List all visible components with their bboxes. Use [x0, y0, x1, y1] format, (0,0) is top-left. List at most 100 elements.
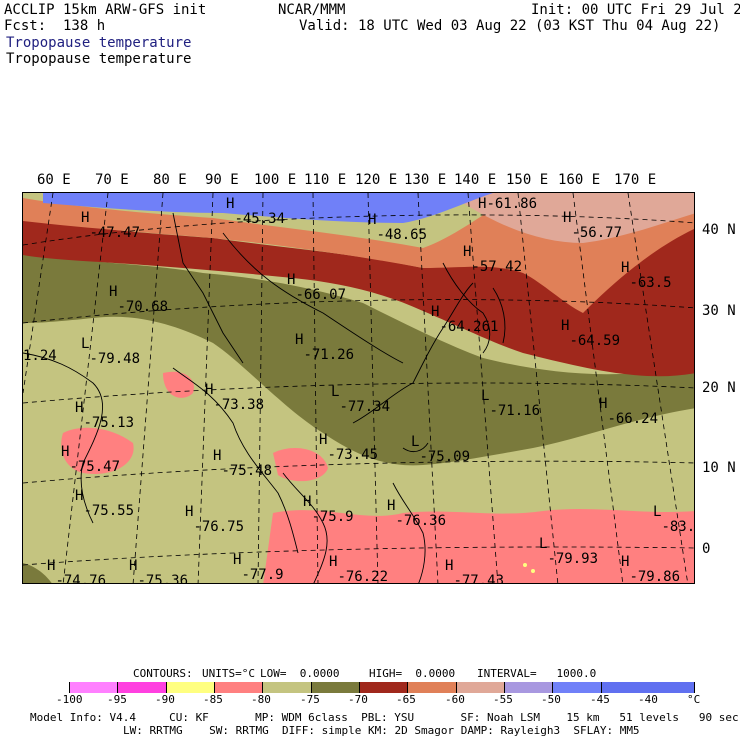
lat-label-20n: 20 N: [702, 380, 736, 396]
institution-label: NCAR/MMM: [278, 2, 346, 18]
graticule: [23, 193, 694, 583]
extremum-label: H -71.26: [295, 332, 355, 363]
colorbar-cell: [167, 682, 215, 693]
fill-m50-m45: [43, 193, 493, 223]
colorbar-tick: -55: [493, 693, 513, 706]
extremum-label: H -48.65: [368, 212, 428, 243]
colorbar-tick: -60: [445, 693, 465, 706]
contours-label: CONTOURS:: [133, 667, 193, 680]
extremum-label: H -75.55: [75, 488, 135, 519]
extremum-label: L -83.2: [653, 504, 695, 535]
extremum-label: H -64.261: [431, 304, 499, 335]
extremum-label: L -75.09: [411, 434, 471, 465]
extremum-label: H -76.36: [387, 498, 447, 529]
lon-label-120e: 120 E: [355, 172, 398, 188]
lat-label-30n: 30 N: [702, 303, 736, 319]
lon-label-60e: 60 E: [37, 172, 71, 188]
fill-m85-m80: [263, 509, 694, 583]
extremum-label: H -66.24: [599, 396, 659, 427]
extremum-label: H -70.68: [109, 284, 169, 315]
extremum-label: H -66.07: [287, 272, 347, 303]
low-label: LOW= 0.0000: [260, 667, 340, 680]
colorbar-cell: [553, 682, 602, 693]
colorbar-cell: [457, 682, 505, 693]
extremum-label: H -76.22: [329, 554, 389, 584]
colorbar-tick: -50: [541, 693, 561, 706]
extremum-label: H -64.59: [561, 318, 621, 349]
coastlines: [23, 212, 506, 583]
extremum-label: L -77.34: [331, 384, 391, 415]
lon-label-100e: 100 E: [254, 172, 297, 188]
init-time: Init: 00 UTC Fri 29 Jul 22: [531, 2, 740, 18]
map-panel: H -47.47 H -45.34 H -48.65 H-61.86 H -56…: [22, 192, 695, 584]
field-name-fill: Tropopause temperature: [6, 35, 192, 51]
extremum-label: H -73.45: [319, 432, 379, 463]
colorbar-tick: -65: [396, 693, 416, 706]
extremum-label: H -57.42: [463, 244, 523, 275]
lon-label-170e: 170 E: [614, 172, 657, 188]
extremum-label: H -76.75: [185, 504, 245, 535]
field-name-contour: Tropopause temperature: [6, 51, 192, 67]
interval-label: INTERVAL= 1000.0: [477, 667, 597, 680]
colorbar-cell: [215, 682, 263, 693]
colorbar-tick: -95: [107, 693, 127, 706]
extremum-label: H -56.77: [563, 210, 623, 241]
fill-m90-m85-spot: [531, 569, 535, 573]
colorbar-cell: [118, 682, 167, 693]
lon-label-80e: 80 E: [153, 172, 187, 188]
extremum-label: H -77.43: [445, 558, 505, 584]
model-physics: LW: RRTMG SW: RRTMG DIFF: simple KM: 2D …: [123, 724, 640, 737]
colorbar-tick: -100: [56, 693, 83, 706]
lon-label-70e: 70 E: [95, 172, 129, 188]
extremum-label: L -79.48: [81, 336, 141, 367]
forecast-hour: Fcst: 138 h: [4, 18, 106, 34]
extremum-label: H -75.13: [75, 400, 135, 431]
lon-label-150e: 150 E: [506, 172, 549, 188]
extremum-label: H -79.86: [621, 554, 681, 584]
plot-title: ACCLIP 15km ARW-GFS init: [4, 2, 207, 18]
colorbar-cell: [505, 682, 553, 693]
colorbar-cell: [70, 682, 118, 693]
extremum-label: H -75.36: [129, 558, 189, 584]
fill-m85-m80-patch: [61, 371, 329, 482]
colorbar-tick: -45: [590, 693, 610, 706]
colorbar-tick: -75: [300, 693, 320, 706]
extremum-label: H-61.86: [478, 196, 538, 212]
extremum-label: H -75.48: [213, 448, 273, 479]
lat-label-40n: 40 N: [702, 222, 736, 238]
colorbar-tick: -70: [348, 693, 368, 706]
valid-time: Valid: 18 UTC Wed 03 Aug 22 (03 KST Thu …: [299, 18, 721, 34]
tropopause-temperature-field: [23, 193, 694, 583]
lon-label-140e: 140 E: [454, 172, 497, 188]
lon-label-160e: 160 E: [558, 172, 601, 188]
extremum-label: H -45.34: [226, 196, 286, 227]
extremum-label: H -75.9: [303, 494, 354, 525]
units-label: UNITS=°C: [202, 667, 255, 680]
colorbar-tick: -85: [203, 693, 223, 706]
lon-label-110e: 110 E: [304, 172, 347, 188]
extremum-label: H -75.47: [61, 444, 121, 475]
lon-label-130e: 130 E: [404, 172, 447, 188]
colorbar-tick: -40: [638, 693, 658, 706]
colorbar-unit: °C: [687, 693, 701, 706]
colorbar-cell: [408, 682, 457, 693]
colorbar-cell: [263, 682, 312, 693]
lon-label-90e: 90 E: [205, 172, 239, 188]
fill-m75-m70: [23, 253, 694, 583]
colorbar-cell: [602, 682, 695, 693]
extremum-label: H -47.47: [81, 210, 141, 241]
model-info: Model Info: V4.4 CU: KF MP: WDM 6class P…: [30, 711, 739, 724]
colorbar-tick: -80: [251, 693, 271, 706]
extremum-label: H -74.76: [47, 558, 107, 584]
extremum-label: L -71.16: [481, 388, 541, 419]
lat-label-10n: 10 N: [702, 460, 736, 476]
colorbar-tick: -90: [155, 693, 175, 706]
colorbar-cell: [22, 682, 70, 693]
extremum-label: 1.24: [23, 348, 57, 364]
extremum-label: H -73.38: [205, 382, 265, 413]
extremum-label: L -79.93: [539, 536, 599, 567]
fill-m60-m55: [463, 193, 694, 243]
colorbar-cell: [360, 682, 408, 693]
fill-m90-m85-spot: [523, 563, 527, 567]
extremum-label: H -63.5: [621, 260, 672, 291]
